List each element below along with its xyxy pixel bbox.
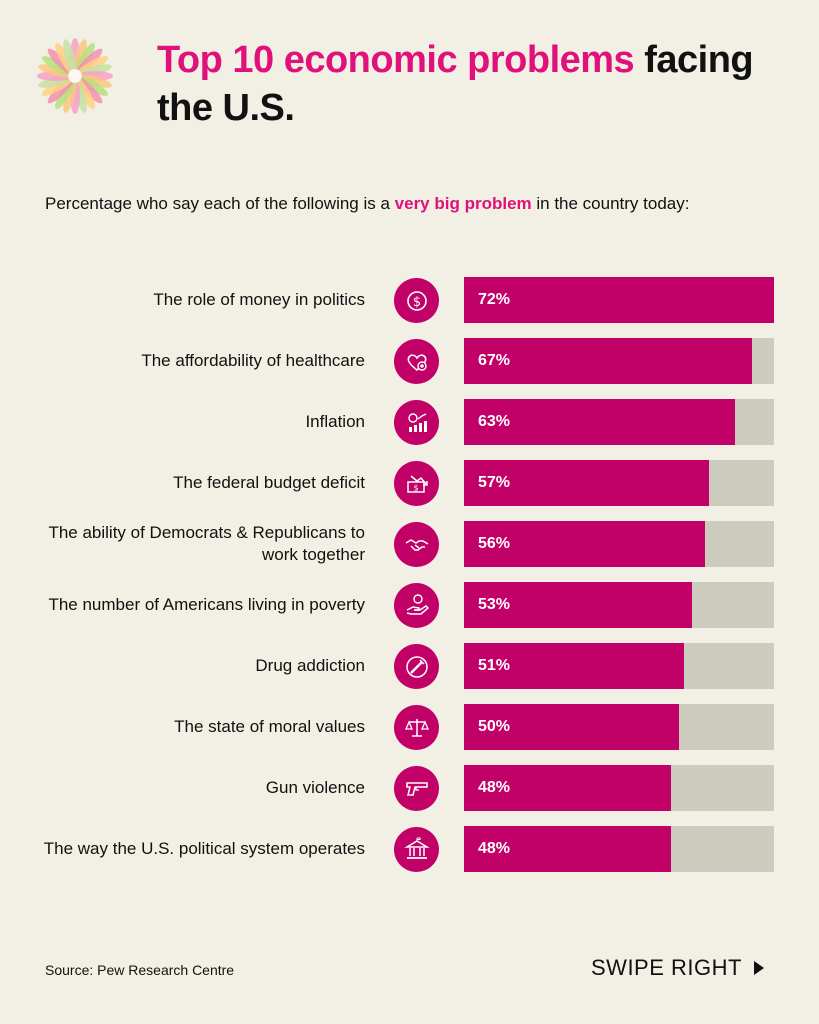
swipe-right-button[interactable]: SWIPE RIGHT — [591, 955, 764, 981]
bar-track: 67% — [464, 338, 774, 384]
bar-row: Gun violence 48% — [0, 765, 819, 811]
bar-row: The state of moral values 50% — [0, 704, 819, 750]
heart-plus-icon — [394, 339, 439, 384]
chart-subtitle: Percentage who say each of the following… — [45, 192, 795, 216]
category-label: The number of Americans living in povert… — [48, 595, 365, 614]
bar-track: 72% — [464, 277, 774, 323]
value-label: 51% — [478, 657, 511, 674]
bar-row: The federal budget deficit $57% — [0, 460, 819, 506]
title-accent: Top 10 economic problems — [157, 39, 635, 81]
logo — [36, 37, 114, 115]
subtitle-before: Percentage who say each of the following… — [45, 194, 395, 213]
value-label: 67% — [478, 352, 511, 369]
gun-icon — [394, 766, 439, 811]
play-arrow-icon — [753, 961, 764, 975]
money-chart-icon — [394, 400, 439, 445]
bar — [464, 399, 736, 445]
category-label: The affordability of healthcare — [141, 351, 365, 370]
bar-track: 56% — [464, 521, 774, 567]
category-label: The role of money in politics — [153, 290, 365, 309]
government-building-icon — [394, 827, 439, 872]
category-label: Inflation — [305, 412, 365, 431]
svg-text:$: $ — [412, 295, 420, 310]
subtitle-highlight: very big problem — [394, 194, 532, 213]
bar — [464, 521, 706, 567]
category-label: The federal budget deficit — [173, 473, 365, 492]
bar-track: 51% — [464, 643, 774, 689]
bar — [464, 582, 693, 628]
value-label: 72% — [478, 291, 511, 308]
bar-track: 53% — [464, 582, 774, 628]
category-label: Gun violence — [265, 778, 365, 797]
bar-chart: The role of money in politics $72% The aff… — [0, 277, 819, 877]
flower-logo-icon — [36, 37, 114, 115]
bar — [464, 338, 753, 384]
value-label: 57% — [478, 474, 511, 491]
bar-track: 63% — [464, 399, 774, 445]
syringe-icon — [394, 644, 439, 689]
bar — [464, 765, 671, 811]
hand-coin-icon — [394, 583, 439, 628]
category-label: The state of moral values — [174, 717, 365, 736]
category-label: Drug addiction — [255, 656, 365, 675]
bar-track: 57% — [464, 460, 774, 506]
swipe-label: SWIPE RIGHT — [591, 955, 742, 980]
bar-row: Inflation 63% — [0, 399, 819, 445]
bar-row: The ability of Democrats & Republicans t… — [0, 521, 819, 567]
bar — [464, 643, 684, 689]
value-label: 48% — [478, 779, 511, 796]
bar-track: 50% — [464, 704, 774, 750]
bar-row: Drug addiction 51% — [0, 643, 819, 689]
category-label: The way the U.S. political system operat… — [43, 839, 365, 858]
bar-row: The number of Americans living in povert… — [0, 582, 819, 628]
value-label: 50% — [478, 718, 511, 735]
source-note: Source: Pew Research Centre — [45, 962, 235, 978]
bar-track: 48% — [464, 765, 774, 811]
bar-row: The role of money in politics $72% — [0, 277, 819, 323]
bar — [464, 460, 710, 506]
cash-down-icon: $ — [394, 461, 439, 506]
value-label: 56% — [478, 535, 511, 552]
title-rest: facing the U.S. — [157, 39, 754, 129]
dollar-coin-icon: $ — [394, 278, 439, 323]
bar-row: The way the U.S. political system operat… — [0, 826, 819, 872]
bar — [464, 277, 774, 323]
bar — [464, 826, 671, 872]
value-label: 63% — [478, 413, 511, 430]
value-label: 53% — [478, 596, 511, 613]
bar-track: 48% — [464, 826, 774, 872]
page-title: Top 10 economic problems facing the U.S. — [157, 36, 797, 132]
handshake-icon — [394, 522, 439, 567]
svg-text:$: $ — [413, 483, 418, 492]
category-label: The ability of Democrats & Republicans t… — [48, 523, 365, 564]
bar-row: The affordability of healthcare 67% — [0, 338, 819, 384]
scales-icon — [394, 705, 439, 750]
value-label: 48% — [478, 840, 511, 857]
bar — [464, 704, 680, 750]
subtitle-after: in the country today: — [531, 194, 690, 213]
